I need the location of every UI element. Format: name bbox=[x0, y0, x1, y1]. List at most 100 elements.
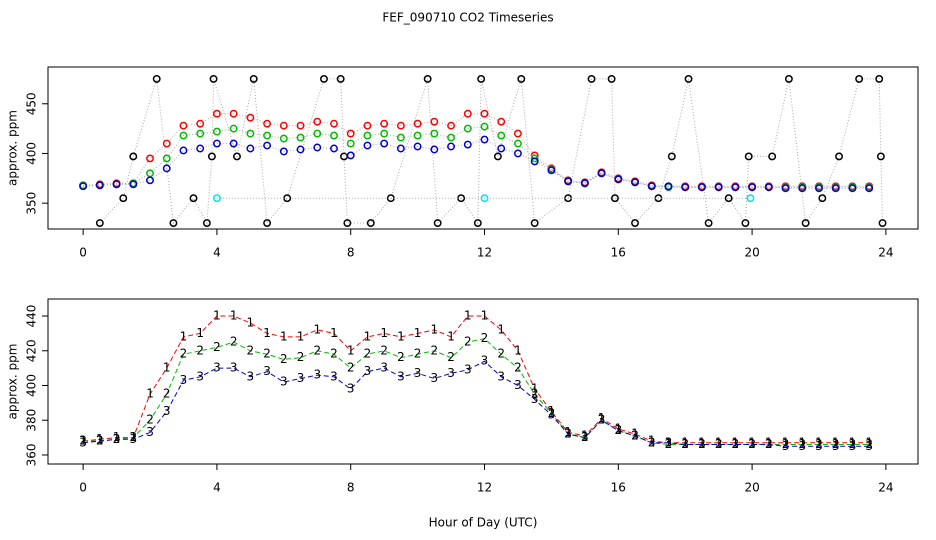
data-point: 1 bbox=[531, 381, 539, 395]
data-point: 2 bbox=[330, 347, 338, 361]
data-point bbox=[95, 181, 104, 190]
data-point bbox=[413, 119, 422, 128]
data-point: 2 bbox=[380, 343, 388, 357]
data-point: 1 bbox=[230, 309, 238, 323]
data-point bbox=[530, 157, 539, 166]
x-tick-label: 20 bbox=[744, 246, 759, 260]
data-point: 3 bbox=[397, 369, 405, 383]
data-point: 2 bbox=[698, 437, 706, 451]
data-point: 2 bbox=[180, 347, 188, 361]
data-point bbox=[878, 219, 887, 227]
data-point: 1 bbox=[347, 343, 355, 357]
data-point: 1 bbox=[397, 329, 405, 343]
data-point: 2 bbox=[531, 387, 539, 401]
data-point: 1 bbox=[832, 435, 840, 449]
data-point bbox=[246, 113, 255, 122]
data-point bbox=[681, 183, 690, 192]
y-tick-label: 450 bbox=[25, 92, 39, 115]
data-point: 3 bbox=[414, 366, 422, 380]
data-point: 3 bbox=[247, 369, 255, 383]
y-tick-label: 400 bbox=[25, 374, 39, 397]
data-point bbox=[246, 129, 255, 138]
data-point: 2 bbox=[832, 437, 840, 451]
data-point: 1 bbox=[364, 329, 372, 343]
data-point: 2 bbox=[815, 437, 823, 451]
data-point: 2 bbox=[79, 434, 87, 448]
data-point: 1 bbox=[481, 309, 489, 323]
data-point bbox=[336, 74, 345, 83]
data-point: 3 bbox=[865, 439, 873, 453]
data-point: 2 bbox=[213, 340, 221, 354]
data-point: 1 bbox=[330, 326, 338, 340]
data-point bbox=[129, 180, 138, 189]
data-point bbox=[631, 219, 639, 227]
data-point: 2 bbox=[230, 335, 238, 349]
data-point bbox=[209, 74, 218, 83]
data-point: 3 bbox=[598, 413, 606, 427]
data-point bbox=[473, 219, 482, 227]
data-point: 3 bbox=[280, 375, 288, 389]
data-point: 2 bbox=[464, 335, 472, 349]
data-point: 2 bbox=[447, 350, 455, 364]
data-point: 2 bbox=[849, 437, 857, 451]
y-tick-label: 380 bbox=[25, 409, 39, 432]
data-point bbox=[233, 152, 241, 161]
data-point: 3 bbox=[715, 437, 723, 451]
data-point: 2 bbox=[129, 430, 137, 444]
data-point bbox=[207, 152, 216, 161]
data-point bbox=[580, 179, 589, 188]
data-point: 1 bbox=[196, 326, 204, 340]
data-point bbox=[731, 183, 740, 192]
data-point: 2 bbox=[497, 347, 505, 361]
data-point: 3 bbox=[514, 378, 522, 392]
data-point bbox=[396, 144, 405, 153]
data-point bbox=[413, 131, 422, 140]
data-point bbox=[196, 129, 205, 138]
data-point bbox=[768, 152, 777, 161]
data-point bbox=[212, 127, 221, 136]
data-point bbox=[263, 219, 272, 227]
data-point bbox=[664, 182, 673, 191]
data-point: 2 bbox=[313, 343, 321, 357]
data-point bbox=[748, 183, 757, 192]
data-point: 3 bbox=[497, 369, 505, 383]
data-point: 3 bbox=[481, 354, 489, 368]
data-point bbox=[480, 135, 489, 144]
data-point: 2 bbox=[163, 387, 171, 401]
data-point bbox=[447, 121, 456, 130]
data-point: 3 bbox=[548, 408, 556, 422]
data-point bbox=[296, 121, 305, 130]
y-axis-label: approx. ppm bbox=[6, 110, 20, 186]
data-point: 1 bbox=[715, 435, 723, 449]
data-point: 2 bbox=[247, 343, 255, 357]
data-point: 2 bbox=[431, 343, 439, 357]
data-point: 2 bbox=[196, 343, 204, 357]
y-tick-label: 360 bbox=[25, 444, 39, 467]
plot-frame bbox=[47, 298, 919, 465]
data-point bbox=[517, 74, 526, 83]
data-point bbox=[313, 117, 322, 126]
data-point bbox=[815, 184, 823, 193]
data-point bbox=[463, 140, 472, 149]
data-point: 3 bbox=[163, 404, 171, 418]
data-point bbox=[202, 219, 211, 227]
data-point bbox=[396, 121, 405, 130]
data-point: 3 bbox=[129, 432, 137, 446]
data-point bbox=[514, 149, 522, 158]
data-point bbox=[704, 219, 713, 227]
data-point: 1 bbox=[598, 411, 606, 425]
data-point bbox=[296, 145, 305, 154]
data-point: 1 bbox=[765, 435, 773, 449]
data-point bbox=[279, 121, 288, 130]
data-point bbox=[346, 139, 355, 148]
data-point: 1 bbox=[431, 322, 439, 336]
data-point bbox=[433, 219, 442, 227]
data-point bbox=[480, 109, 489, 118]
data-point: 3 bbox=[347, 381, 355, 395]
data-point bbox=[263, 119, 272, 128]
data-point: 1 bbox=[96, 432, 104, 446]
data-point bbox=[212, 194, 221, 203]
data-point bbox=[346, 129, 355, 138]
data-point bbox=[330, 144, 338, 153]
data-point bbox=[296, 133, 305, 142]
